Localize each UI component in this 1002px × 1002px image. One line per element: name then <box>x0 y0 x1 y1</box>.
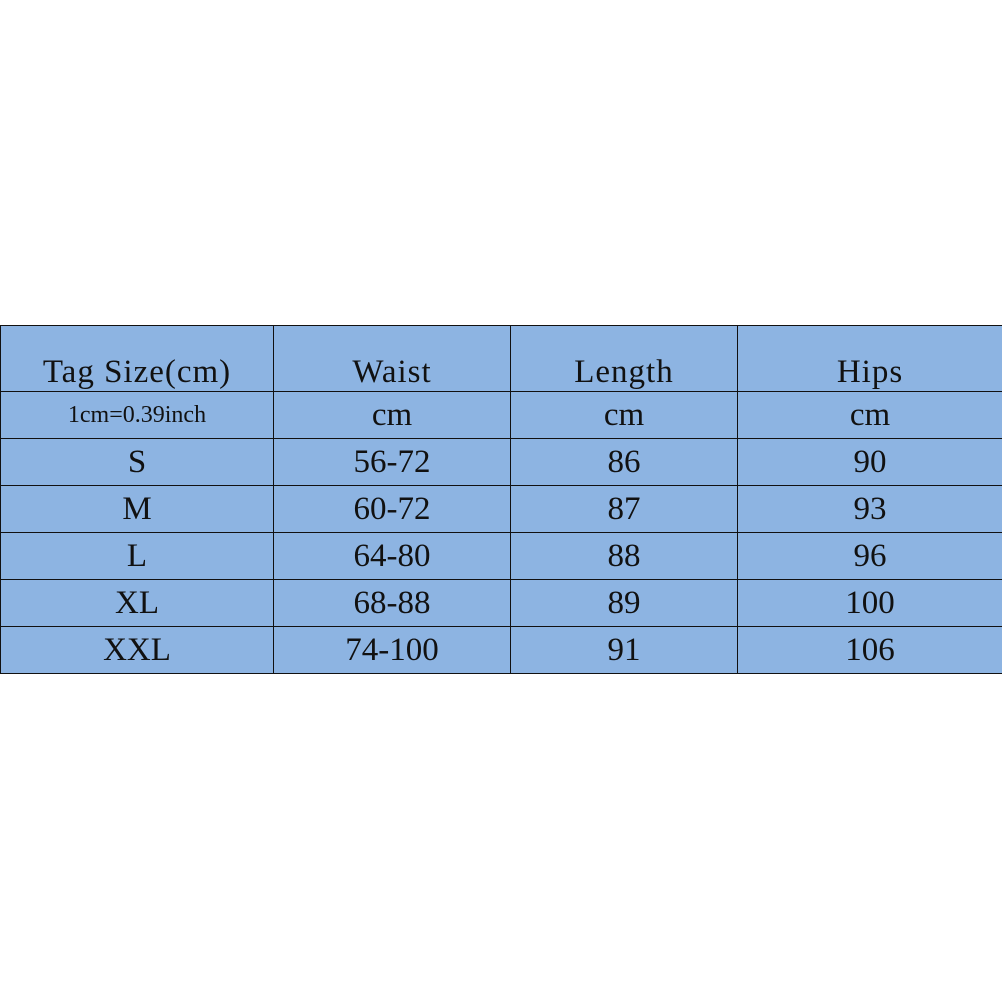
table-cell: 1cm=0.39inch <box>0 391 274 439</box>
table-cell: 96 <box>737 532 1002 580</box>
size-table: Tag Size(cm) Waist Length Hips 1cm=0.39inch c… <box>0 325 1002 674</box>
table-cell: 91 <box>510 626 738 674</box>
table-cell: Tag Size(cm) <box>0 325 274 392</box>
table-row: Tag Size(cm) Waist Length Hips <box>0 325 1002 392</box>
table-cell: S <box>0 438 274 486</box>
table-cell: 87 <box>510 485 738 533</box>
table-row: L 64-80 88 96 <box>0 532 1002 580</box>
table-cell: XXL <box>0 626 274 674</box>
table-row: XL 68-88 89 100 <box>0 579 1002 627</box>
table-cell: cm <box>273 391 511 439</box>
table-cell: XL <box>0 579 274 627</box>
table-cell: 86 <box>510 438 738 486</box>
table-cell: 68-88 <box>273 579 511 627</box>
table-row: 1cm=0.39inch cm cm cm <box>0 391 1002 439</box>
table-cell: 60-72 <box>273 485 511 533</box>
table-cell: Hips <box>737 325 1002 392</box>
table-cell: cm <box>737 391 1002 439</box>
table-cell: M <box>0 485 274 533</box>
table-cell: 74-100 <box>273 626 511 674</box>
table-cell: 100 <box>737 579 1002 627</box>
table-cell: 56-72 <box>273 438 511 486</box>
table-cell: Length <box>510 325 738 392</box>
table-cell: 90 <box>737 438 1002 486</box>
table-cell: 88 <box>510 532 738 580</box>
table-cell: 106 <box>737 626 1002 674</box>
table-cell: 64-80 <box>273 532 511 580</box>
table-row: M 60-72 87 93 <box>0 485 1002 533</box>
table-cell: cm <box>510 391 738 439</box>
table-body: Tag Size(cm) Waist Length Hips 1cm=0.39inch c… <box>0 325 1002 674</box>
table-cell: 93 <box>737 485 1002 533</box>
table-cell: 89 <box>510 579 738 627</box>
table-cell: L <box>0 532 274 580</box>
table-row: XXL 74-100 91 106 <box>0 626 1002 674</box>
table-row: S 56-72 86 90 <box>0 438 1002 486</box>
table-cell: Waist <box>273 325 511 392</box>
